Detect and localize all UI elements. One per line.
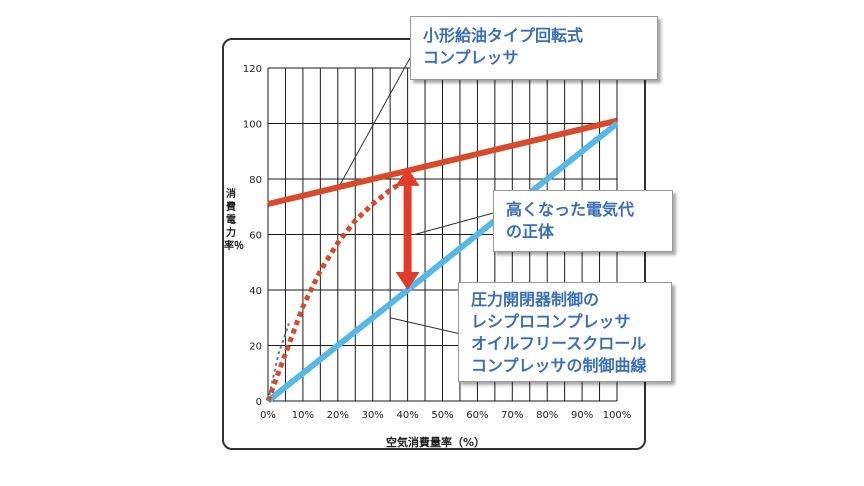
callout-leader-line	[414, 211, 498, 235]
x-tick-label: 0%	[260, 410, 276, 421]
callout-text-line: 高くなった電気代	[506, 200, 635, 219]
series-reference-dotted	[267, 322, 290, 402]
callout-text-line: 小形給油タイプ回転式	[423, 26, 584, 45]
callout-text-line: 圧力開閉器制御の	[471, 290, 600, 309]
x-tick-label: 20%	[327, 410, 349, 421]
y-axis-label: 消費電力率％	[224, 189, 244, 252]
y-tick-label: 40	[249, 286, 262, 297]
x-tick-label: 30%	[362, 410, 384, 421]
series-proportional	[266, 121, 619, 404]
x-tick-label: 10%	[292, 410, 314, 421]
callout-text-line: オイルフリースクロール	[471, 334, 647, 353]
y-tick-label: 60	[249, 231, 262, 242]
callout-leader-line	[390, 317, 466, 336]
callout-electricity-cost: 高くなった電気代 の正体	[493, 190, 673, 252]
x-tick-label: 100%	[603, 410, 632, 421]
series-rotary-compressor	[267, 117, 618, 207]
y-tick-label: 120	[243, 64, 262, 75]
callout-text-line: レシプロコンプレッサ	[471, 312, 631, 331]
x-tick-label: 90%	[571, 410, 593, 421]
callout-leader-line	[337, 39, 421, 189]
difference-double-arrow	[395, 167, 420, 290]
x-tick-label: 60%	[466, 410, 488, 421]
y-tick-label: 80	[249, 175, 262, 186]
y-tick-label: 20	[249, 342, 262, 353]
callout-text-line: コンプレッサの制御曲線	[471, 356, 647, 375]
series-pressure-switch-dotted	[265, 176, 409, 402]
x-tick-label: 80%	[536, 410, 558, 421]
callout-rotary-compressor: 小形給油タイプ回転式 コンプレッサ	[410, 16, 658, 80]
y-tick-label: 0	[256, 397, 262, 408]
x-tick-label: 70%	[501, 410, 523, 421]
x-tick-label: 40%	[396, 410, 418, 421]
x-tick-label: 50%	[431, 410, 453, 421]
x-axis-label: 空気消費量率（%）	[386, 436, 486, 449]
callout-text-line: コンプレッサ	[423, 48, 519, 67]
callout-text-line: の正体	[506, 222, 555, 241]
y-tick-label: 100	[243, 120, 262, 131]
callout-control-curve: 圧力開閉器制御の レシプロコンプレッサ オイルフリースクロール コンプレッサの制…	[458, 282, 672, 382]
